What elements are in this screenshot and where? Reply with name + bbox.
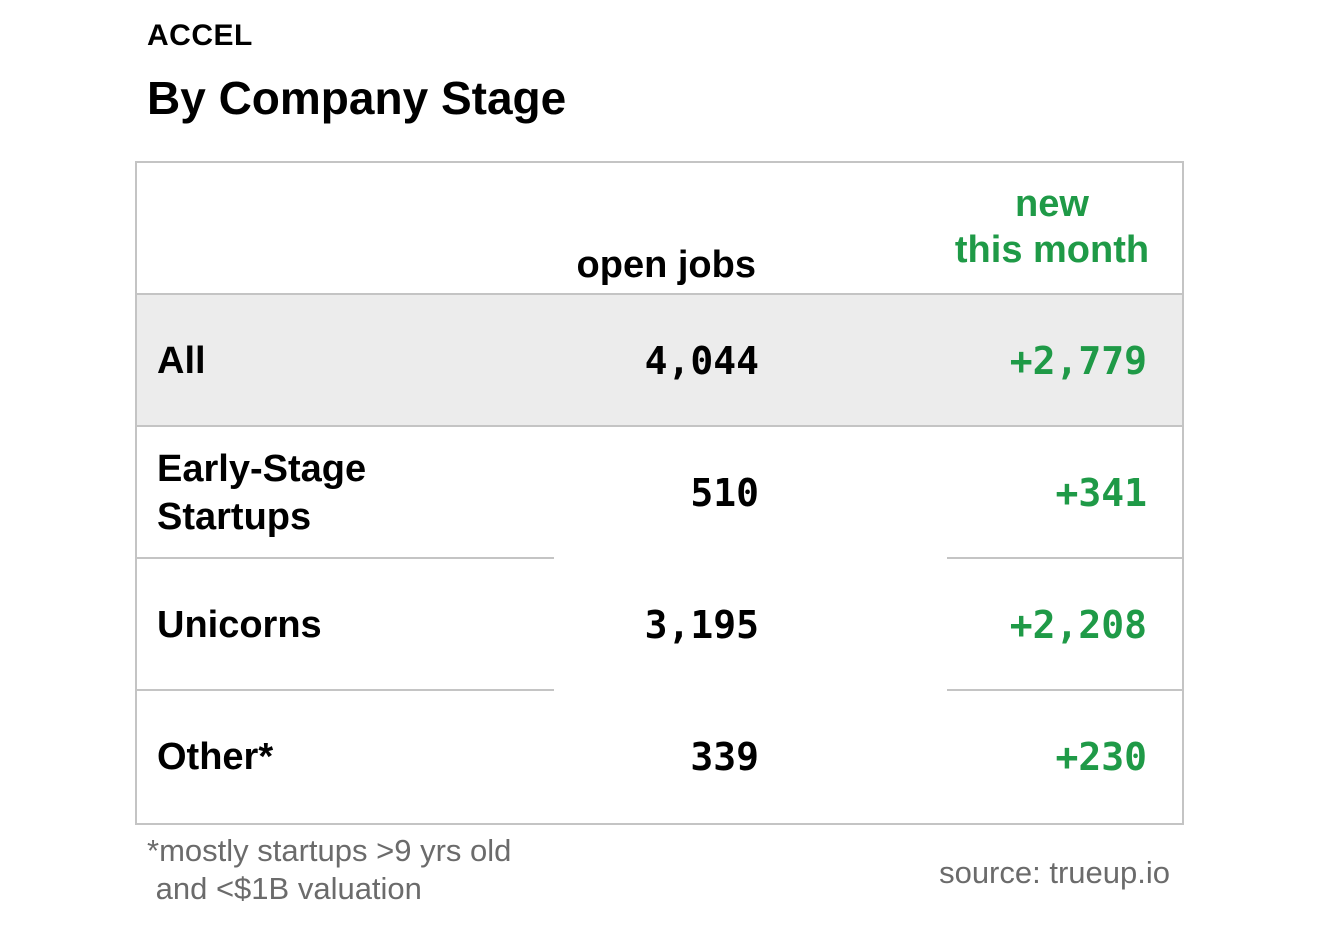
row-label: All <box>157 340 206 382</box>
row-new-this-month: +230 <box>1055 735 1147 779</box>
row-divider <box>137 425 1182 427</box>
table-row-other: Other* 339 +230 <box>137 691 1182 823</box>
row-divider <box>137 689 554 691</box>
table-row-all: All 4,044 +2,779 <box>137 295 1182 427</box>
column-header-new-line-2: this month <box>954 229 1150 271</box>
row-label: Early-Stage Startups <box>157 448 367 538</box>
row-open-jobs: 3,195 <box>644 603 759 647</box>
row-label: Other* <box>157 736 274 778</box>
row-open-jobs: 510 <box>690 471 759 515</box>
stage-table: open jobs new this month All 4,044 +2,77… <box>135 161 1184 825</box>
row-label: Unicorns <box>157 604 322 646</box>
column-header-new-this-month: new this month <box>932 181 1172 273</box>
row-new-this-month: +341 <box>1055 471 1147 515</box>
table-row-unicorns: Unicorns 3,195 +2,208 <box>137 559 1182 691</box>
column-header-new-line-1: new <box>1015 183 1089 225</box>
row-open-jobs: 339 <box>690 735 759 779</box>
brand-kicker: ACCEL <box>147 19 253 52</box>
footnote: *mostly startups >9 yrs old and <$1B val… <box>147 833 512 906</box>
row-divider <box>947 689 1182 691</box>
row-new-this-month: +2,779 <box>1009 339 1147 383</box>
row-divider <box>137 557 554 559</box>
row-new-this-month: +2,208 <box>1009 603 1147 647</box>
table-header-row: open jobs new this month <box>137 163 1182 295</box>
table-row-early-stage: Early-Stage Startups 510 +341 <box>137 427 1182 559</box>
row-open-jobs: 4,044 <box>644 339 759 383</box>
page-title: By Company Stage <box>147 72 567 124</box>
row-divider <box>947 557 1182 559</box>
source-credit: source: trueup.io <box>939 855 1170 890</box>
column-header-open-jobs: open jobs <box>576 244 756 286</box>
